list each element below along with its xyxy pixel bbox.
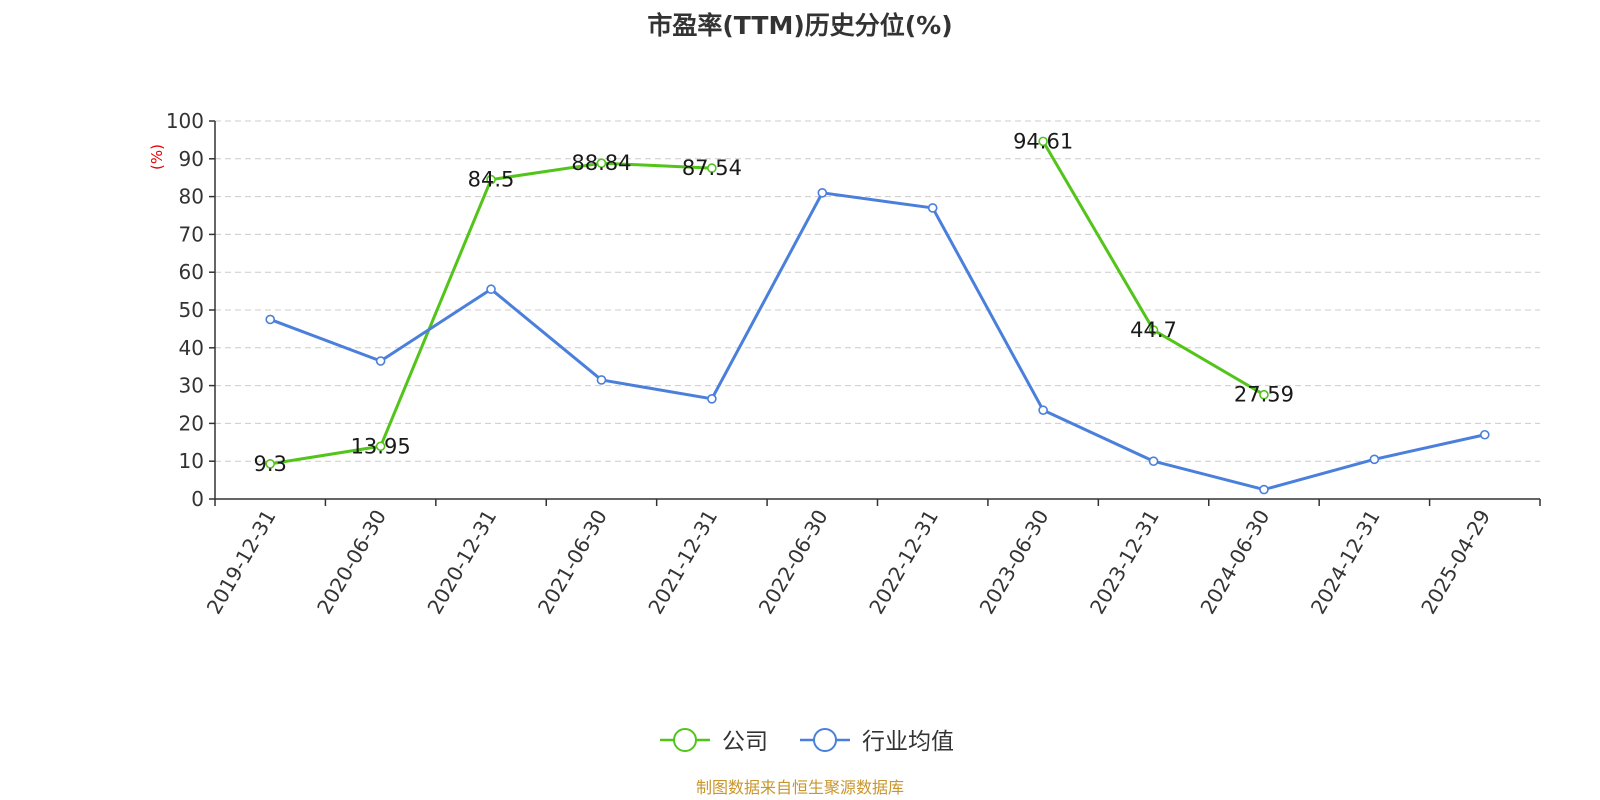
- series-line: [269, 161, 712, 466]
- legend-swatch-marker: [673, 728, 697, 752]
- y-tick-label: 100: [166, 109, 204, 133]
- data-label: 87.54: [682, 156, 742, 180]
- data-point: [1148, 325, 1159, 335]
- x-tick-label: 2024-06-30: [1195, 506, 1274, 619]
- data-point: [1259, 389, 1269, 400]
- series: [265, 136, 1490, 495]
- data-point: [265, 314, 276, 325]
- data-point: [486, 284, 496, 295]
- data-label: 27.59: [1234, 383, 1294, 407]
- data-labels: 9.3 13.95 84.5 88.84 87.54 94.61 44.7 27.59: [254, 129, 1295, 475]
- axes: 0 10 20 30 40 50 60 70 80 90 100 2019-12-31 2020-06-…: [166, 109, 1541, 619]
- x-tick-label: 2020-12-31: [422, 506, 501, 619]
- x-tick-label: 2023-12-31: [1085, 506, 1164, 619]
- y-tick-label: 0: [191, 487, 204, 511]
- legend-item-0[interactable]: 公司: [660, 728, 768, 755]
- x-tick-label: 2023-06-30: [975, 506, 1054, 619]
- data-point: [1259, 484, 1269, 495]
- x-tick-label: 2022-12-31: [864, 506, 943, 619]
- data-point: [817, 188, 828, 198]
- data-point: [707, 394, 717, 404]
- data-label: 9.3: [254, 452, 287, 476]
- y-tick-label: 80: [179, 185, 204, 209]
- series-0: [265, 136, 1269, 469]
- y-tick-label: 40: [179, 336, 204, 360]
- x-tick-label: 2021-06-30: [533, 506, 612, 619]
- data-point: [1038, 136, 1048, 147]
- series-1: [265, 188, 1490, 495]
- legend-item-1[interactable]: 行业均值: [800, 728, 954, 755]
- data-label: 84.5: [468, 168, 515, 192]
- legend-label: 行业均值: [862, 729, 954, 755]
- data-point: [486, 174, 496, 185]
- y-tick-label: 60: [179, 260, 204, 284]
- x-tick-label: 2020-06-30: [312, 506, 391, 619]
- x-tick-label: 2021-12-31: [643, 506, 722, 619]
- data-label: 88.84: [571, 151, 631, 175]
- x-tick-label: 2025-04-29: [1416, 506, 1495, 619]
- legend-label: 公司: [722, 729, 768, 755]
- y-tick-label: 50: [179, 298, 204, 322]
- y-tick-label: 90: [179, 147, 204, 171]
- data-point: [707, 163, 717, 173]
- data-point: [1479, 429, 1490, 440]
- y-tick-label: 20: [179, 411, 204, 435]
- grid-lines: [215, 120, 1540, 462]
- data-point: [375, 356, 386, 366]
- data-point: [1148, 456, 1159, 467]
- series-line: [1041, 140, 1265, 397]
- y-tick-label: 30: [179, 374, 204, 398]
- data-point: [375, 441, 386, 452]
- data-point: [1369, 454, 1380, 465]
- source-note: 制图数据来自恒生聚源数据库: [696, 778, 904, 797]
- data-point: [927, 203, 938, 213]
- series-line: [269, 191, 1486, 492]
- y-axis-label: (%): [148, 144, 166, 170]
- data-point: [265, 459, 276, 469]
- x-tick-label: 2022-06-30: [754, 506, 833, 619]
- x-tick-label: 2019-12-31: [202, 506, 281, 619]
- data-label: 94.61: [1013, 129, 1073, 153]
- legend-swatch-marker: [813, 728, 837, 752]
- data-point: [596, 158, 607, 168]
- x-tick-label: 2024-12-31: [1306, 506, 1385, 619]
- data-label: 13.95: [351, 434, 411, 458]
- y-tick-label: 70: [179, 222, 204, 246]
- data-point: [596, 375, 607, 385]
- y-tick-label: 10: [179, 449, 204, 473]
- data-label: 44.7: [1130, 318, 1177, 342]
- data-point: [1038, 405, 1048, 415]
- legend[interactable]: 公司 行业均值: [660, 728, 954, 755]
- chart-title: 市盈率(TTM)历史分位(%): [647, 11, 952, 40]
